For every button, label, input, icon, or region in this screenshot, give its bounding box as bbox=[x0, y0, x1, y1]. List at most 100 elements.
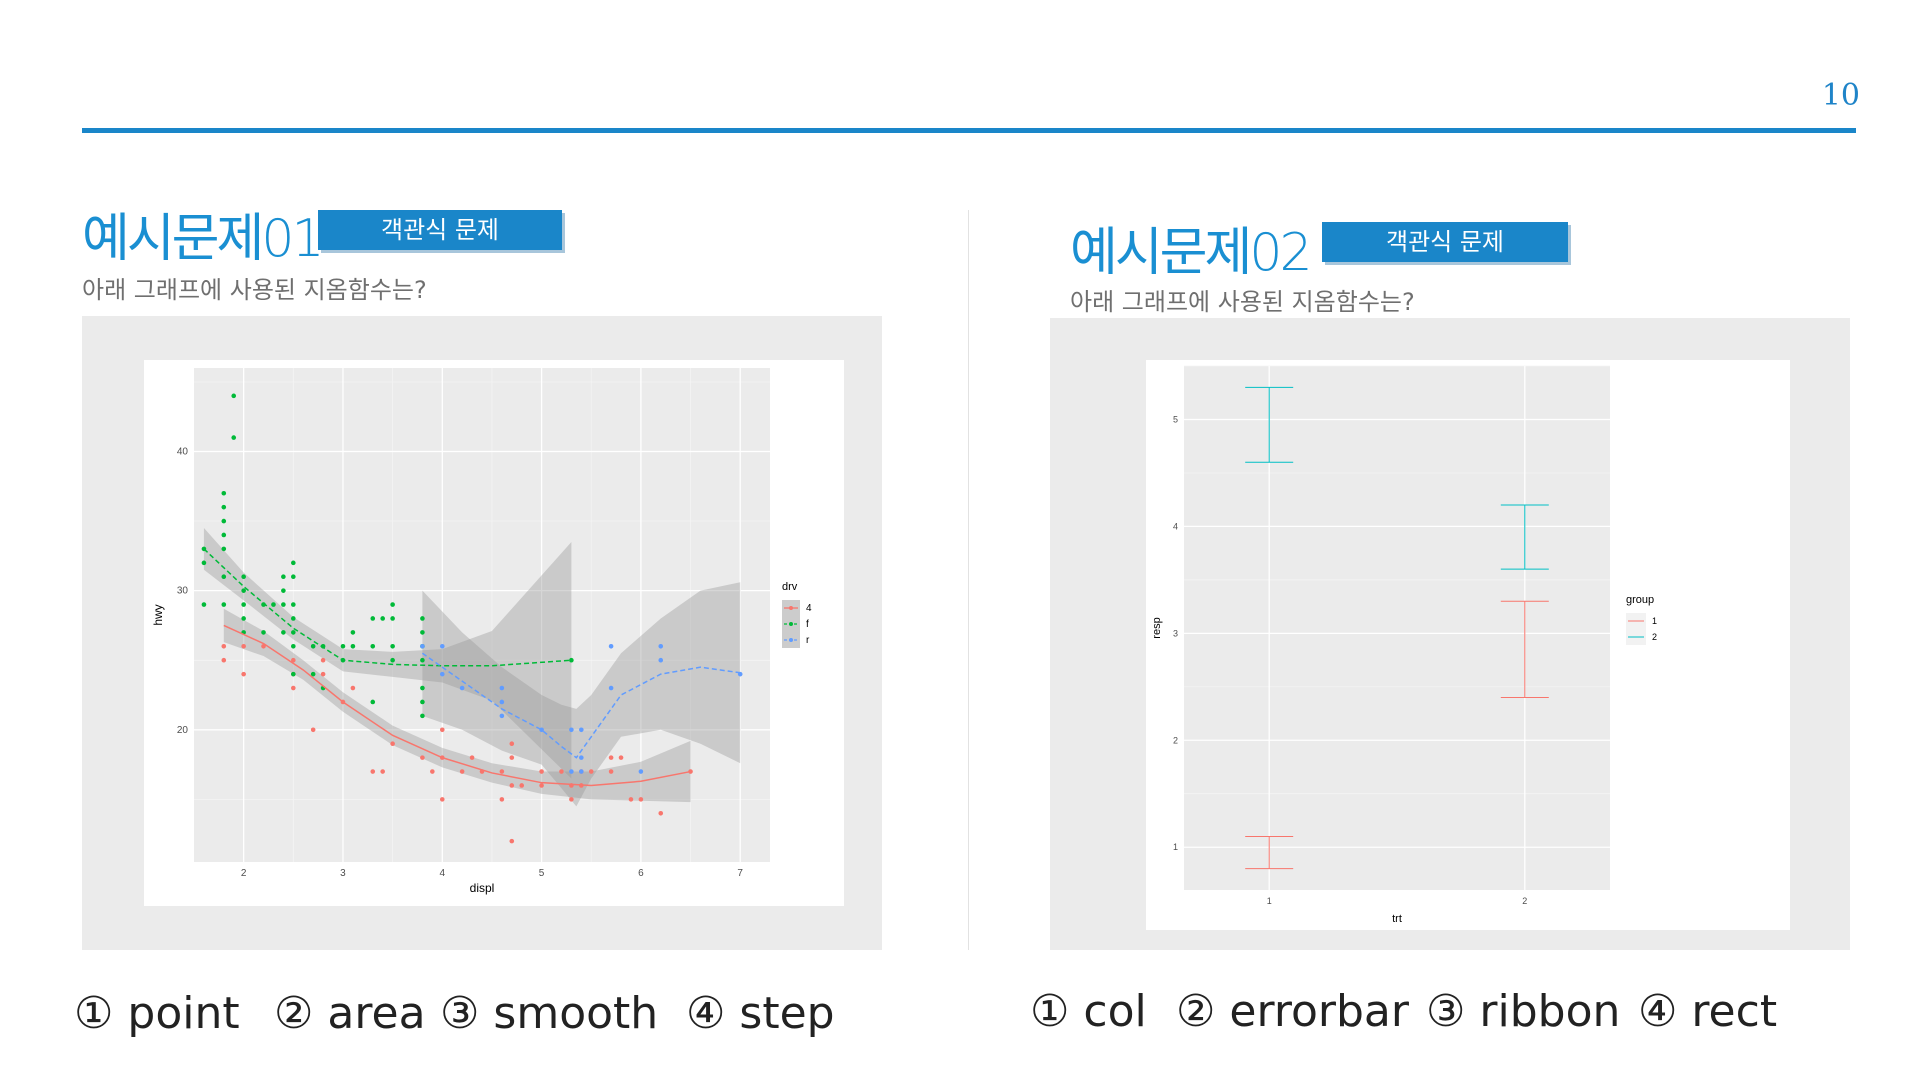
legend-key-point-4 bbox=[789, 606, 793, 610]
example2-badge: 객관식 문제 bbox=[1322, 222, 1568, 262]
example1-option-1[interactable]: ① point bbox=[74, 988, 240, 1039]
point-f bbox=[340, 644, 346, 649]
point-4 bbox=[469, 755, 475, 760]
example1-option-3[interactable]: ③ smooth bbox=[440, 988, 659, 1039]
point-f bbox=[370, 699, 376, 705]
point-r bbox=[579, 755, 584, 760]
point-4 bbox=[430, 769, 435, 774]
point-4 bbox=[320, 657, 326, 663]
example1-option-4[interactable]: ④ step bbox=[686, 988, 835, 1039]
point-f bbox=[231, 393, 237, 399]
example1-option-2[interactable]: ② area bbox=[274, 988, 426, 1039]
plot-panel bbox=[1184, 366, 1610, 890]
point-f bbox=[281, 602, 286, 607]
point-4 bbox=[539, 769, 544, 774]
point-4 bbox=[221, 644, 227, 649]
point-f bbox=[201, 560, 207, 566]
point-f bbox=[350, 644, 356, 649]
point-r bbox=[499, 713, 505, 719]
point-4 bbox=[588, 769, 594, 774]
y-tick-label: 20 bbox=[177, 725, 189, 736]
legend-label-r: r bbox=[806, 635, 810, 646]
point-f bbox=[291, 671, 296, 677]
point-f bbox=[350, 630, 356, 635]
example1-chart-card: 2 3 4 5 6 7 20 30 40 displ hwy drv 4 f r bbox=[144, 360, 844, 906]
example1-question: 아래 그래프에 사용된 지옴함수는? bbox=[82, 276, 427, 304]
y-tick-label: 30 bbox=[177, 586, 189, 597]
errorbar-group1-trt1 bbox=[1245, 836, 1294, 870]
point-4 bbox=[559, 769, 564, 774]
point-f bbox=[420, 685, 425, 691]
point-f bbox=[291, 602, 296, 607]
point-r bbox=[638, 769, 644, 774]
smooth-line-4 bbox=[223, 624, 691, 787]
smooth-line-f bbox=[203, 548, 572, 667]
errorbar-group2-trt1 bbox=[1245, 386, 1294, 463]
point-f bbox=[271, 602, 276, 607]
point-4 bbox=[509, 783, 515, 788]
point-f bbox=[261, 630, 266, 635]
point-r bbox=[658, 657, 664, 663]
point-4 bbox=[638, 797, 644, 802]
example2-option-2[interactable]: ② errorbar bbox=[1176, 986, 1409, 1037]
example2-title: 예시문제02 bbox=[1070, 223, 1313, 283]
point-f bbox=[291, 644, 296, 649]
point-f bbox=[221, 546, 227, 552]
point-f bbox=[291, 616, 296, 621]
point-4 bbox=[221, 657, 227, 663]
point-f bbox=[291, 560, 296, 566]
y-tick-label: 5 bbox=[1173, 414, 1178, 424]
x-axis-title: trt bbox=[1392, 913, 1402, 925]
point-4 bbox=[569, 797, 574, 802]
confidence-band-f bbox=[203, 528, 572, 779]
point-f bbox=[310, 644, 316, 649]
point-f bbox=[420, 713, 425, 719]
point-4 bbox=[608, 755, 614, 760]
y-tick-label: 3 bbox=[1173, 628, 1178, 638]
legend-title: drv bbox=[782, 581, 798, 593]
point-f bbox=[390, 657, 395, 663]
point-r bbox=[608, 685, 614, 691]
point-4 bbox=[608, 769, 614, 774]
point-4 bbox=[439, 797, 445, 802]
point-f bbox=[380, 616, 385, 621]
errorbar-group1-trt2 bbox=[1500, 600, 1549, 699]
point-f bbox=[291, 630, 296, 635]
column-divider bbox=[968, 210, 969, 950]
point-f bbox=[291, 574, 296, 580]
example2-question: 아래 그래프에 사용된 지옴함수는? bbox=[1070, 288, 1415, 316]
point-r bbox=[579, 769, 584, 774]
point-4 bbox=[618, 755, 624, 760]
point-4 bbox=[459, 769, 465, 774]
point-f bbox=[281, 630, 286, 635]
point-4 bbox=[350, 685, 356, 691]
point-r bbox=[658, 644, 664, 649]
point-f bbox=[420, 616, 425, 621]
example1-badge: 객관식 문제 bbox=[318, 210, 562, 250]
point-f bbox=[241, 602, 246, 607]
point-4 bbox=[380, 769, 385, 774]
point-f bbox=[281, 574, 286, 580]
point-4 bbox=[499, 769, 505, 774]
point-f bbox=[390, 616, 395, 621]
x-tick-label: 1 bbox=[1267, 896, 1272, 906]
example2-option-3[interactable]: ③ ribbon bbox=[1426, 986, 1621, 1037]
confidence-band-4 bbox=[223, 608, 691, 803]
example2-option-4[interactable]: ④ rect bbox=[1638, 986, 1778, 1037]
example1-title: 예시문제01 bbox=[82, 209, 325, 269]
legend-label-4: 4 bbox=[806, 603, 812, 614]
example1-chart-panel: 2 3 4 5 6 7 20 30 40 displ hwy drv 4 f r bbox=[82, 316, 882, 950]
point-4 bbox=[241, 644, 246, 649]
point-f bbox=[231, 435, 237, 440]
y-axis-title: resp bbox=[1151, 617, 1163, 638]
confidence-band-r bbox=[422, 582, 741, 807]
point-f bbox=[281, 588, 286, 593]
point-r bbox=[499, 685, 505, 691]
example2-option-1[interactable]: ① col bbox=[1030, 986, 1147, 1037]
y-tick-label: 2 bbox=[1173, 735, 1178, 745]
legend-title: group bbox=[1626, 594, 1654, 606]
x-tick-label: 3 bbox=[340, 868, 346, 879]
point-f bbox=[221, 504, 227, 510]
point-f bbox=[390, 644, 395, 649]
scatter-smooth-chart: 2 3 4 5 6 7 20 30 40 displ hwy drv 4 fr bbox=[151, 368, 812, 895]
